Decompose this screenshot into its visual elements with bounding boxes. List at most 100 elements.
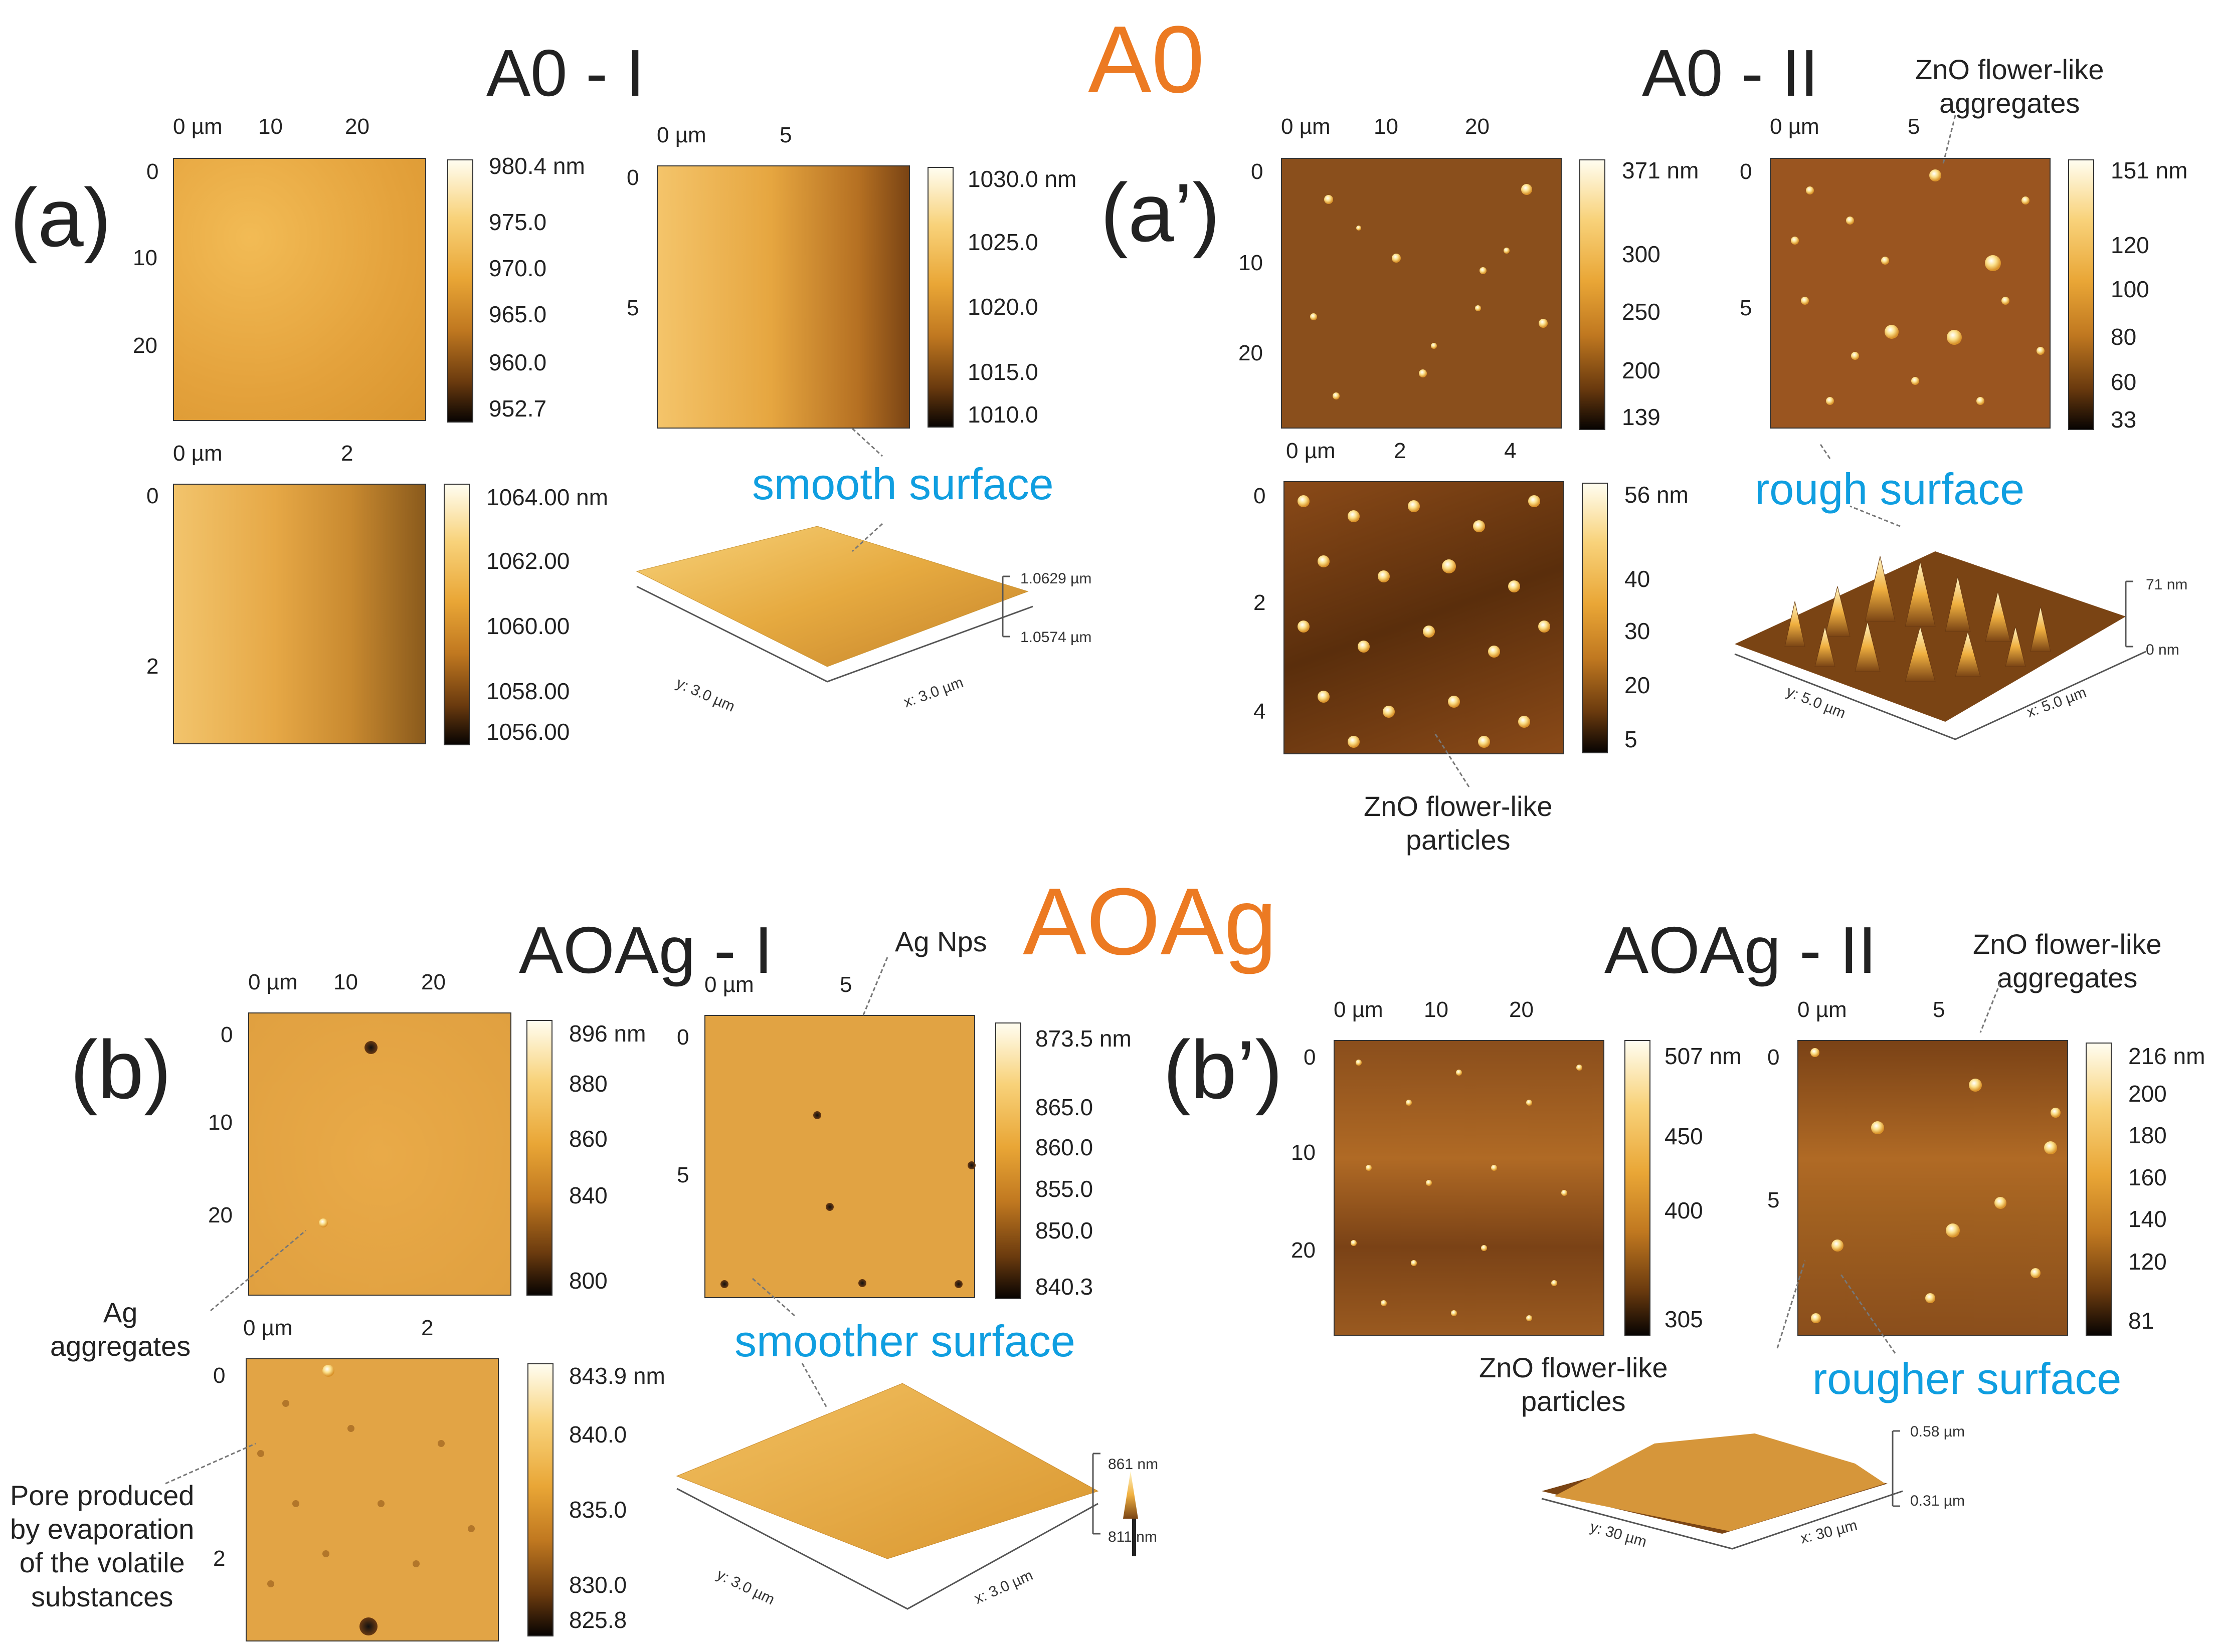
y-tick: 5 bbox=[1767, 1188, 1780, 1212]
z-axis-top: 1.0629 µm bbox=[1020, 570, 1092, 587]
colorbar bbox=[928, 167, 954, 428]
panel-label-a-prime: (a’) bbox=[1100, 166, 1220, 259]
y-tick: 20 bbox=[133, 333, 157, 358]
colorbar-tick: 975.0 bbox=[489, 209, 547, 235]
pores bbox=[257, 1400, 475, 1587]
colorbar-tick: 960.0 bbox=[489, 349, 547, 375]
z-axis-top: 0.58 µm bbox=[1910, 1423, 1965, 1440]
afm-map-a0ag-ii-large bbox=[1334, 1040, 1604, 1336]
y-tick: 0 bbox=[627, 165, 639, 190]
title-a0ag-ii: AOAg - II bbox=[1604, 913, 1877, 987]
colorbar-tick: 120 bbox=[2128, 1249, 2167, 1275]
annotation-smooth-surface: smooth surface bbox=[752, 459, 1054, 509]
afm-map-a0-i-small bbox=[173, 484, 426, 744]
colorbar bbox=[1579, 159, 1605, 430]
colorbar-tick: 970.0 bbox=[489, 255, 547, 281]
particles bbox=[1298, 495, 1550, 748]
colorbar-tick: 250 bbox=[1622, 299, 1660, 325]
y-tick: 5 bbox=[677, 1163, 689, 1187]
x-tick: 5 bbox=[1933, 997, 1945, 1022]
colorbar-tick: 507 nm bbox=[1665, 1043, 1742, 1069]
colorbar-tick: 825.8 bbox=[569, 1607, 627, 1633]
x-tick: 10 bbox=[333, 970, 358, 994]
colorbar-tick: 1060.00 bbox=[486, 613, 570, 639]
colorbar-tick: 896 nm bbox=[569, 1020, 646, 1047]
y-tick: 0 bbox=[213, 1363, 226, 1388]
y-tick: 10 bbox=[1291, 1140, 1316, 1165]
colorbar-tick: 840.0 bbox=[569, 1421, 627, 1448]
x-tick: 2 bbox=[421, 1316, 434, 1340]
annotation-ag-nps: Ag Nps bbox=[895, 926, 987, 957]
colorbar-tick: 860 bbox=[569, 1126, 608, 1152]
colorbar-tick: 855.0 bbox=[1035, 1176, 1093, 1202]
afm-map-a0ag-i-medium bbox=[704, 1015, 975, 1298]
y-tick: 0 bbox=[1304, 1045, 1316, 1070]
colorbar bbox=[2068, 159, 2094, 430]
colorbar-tick: 800 bbox=[569, 1268, 608, 1294]
y-tick: 2 bbox=[1253, 590, 1266, 615]
y-tick: 0 bbox=[1251, 159, 1263, 184]
y-tick: 20 bbox=[1291, 1238, 1316, 1263]
colorbar bbox=[526, 1020, 552, 1296]
colorbar-tick: 200 bbox=[2128, 1081, 2167, 1107]
surface-spikes bbox=[1784, 556, 2051, 682]
colorbar-tick: 965.0 bbox=[489, 301, 547, 327]
title-a0-ii: A0 - II bbox=[1642, 36, 1819, 110]
colorbar-tick: 1010.0 bbox=[968, 401, 1038, 428]
colorbar-tick: 840 bbox=[569, 1182, 608, 1208]
afm-3d-a0-ii bbox=[1734, 551, 2146, 740]
particles bbox=[1791, 169, 2045, 405]
x-tick: 0 µm bbox=[173, 114, 223, 139]
x-tick: 10 bbox=[1424, 997, 1448, 1022]
colorbar-tick: 450 bbox=[1665, 1123, 1703, 1149]
colorbar-tick: 371 nm bbox=[1622, 157, 1699, 183]
x-tick: 20 bbox=[421, 970, 446, 994]
colorbar-tick: 1062.00 bbox=[486, 548, 570, 574]
colorbar-tick: 952.7 bbox=[489, 395, 547, 422]
afm-map-a0ag-i-large bbox=[248, 1012, 511, 1296]
colorbar bbox=[527, 1363, 554, 1636]
annotation-zno-aggregates: ZnO flower-like aggregates bbox=[1973, 928, 2162, 994]
afm-map-a0-i-large bbox=[173, 158, 426, 421]
y-tick: 0 bbox=[1253, 484, 1266, 508]
afm-3d-a0ag-i bbox=[676, 1383, 1100, 1610]
colorbar-tick: 30 bbox=[1624, 618, 1650, 644]
x-tick: 5 bbox=[840, 972, 852, 997]
colorbar-tick: 81 bbox=[2128, 1308, 2154, 1334]
colorbar bbox=[1582, 483, 1608, 753]
colorbar bbox=[1624, 1040, 1650, 1336]
colorbar-tick: 873.5 nm bbox=[1035, 1025, 1132, 1052]
colorbar-tick: 20 bbox=[1624, 672, 1650, 698]
colorbar-tick: 1056.00 bbox=[486, 719, 570, 745]
y-tick: 2 bbox=[146, 654, 159, 679]
x-tick: 20 bbox=[1465, 114, 1490, 139]
colorbar bbox=[444, 484, 470, 745]
colorbar-tick: 33 bbox=[2111, 406, 2137, 433]
x-tick: 0 µm bbox=[1797, 997, 1847, 1022]
colorbar-tick: 139 bbox=[1622, 404, 1660, 430]
pits bbox=[720, 1111, 976, 1288]
y-tick: 0 bbox=[146, 159, 159, 184]
particle bbox=[319, 1218, 328, 1227]
colorbar-tick: 300 bbox=[1622, 241, 1660, 267]
y-tick: 5 bbox=[627, 296, 639, 320]
x-tick: 0 µm bbox=[173, 441, 223, 466]
colorbar-tick: 1030.0 nm bbox=[968, 166, 1077, 192]
colorbar-tick: 1015.0 bbox=[968, 359, 1038, 385]
annotation-rough-surface: rough surface bbox=[1755, 464, 2025, 514]
afm-map-a0-ii-small bbox=[1283, 481, 1564, 754]
afm-3d-a0-i bbox=[636, 526, 1033, 683]
z-axis-bottom: 0.31 µm bbox=[1910, 1493, 1965, 1509]
particles bbox=[1810, 1048, 2061, 1323]
z-axis-bottom: 1.0574 µm bbox=[1020, 629, 1092, 646]
colorbar-tick: 305 bbox=[1665, 1306, 1703, 1332]
colorbar-tick: 56 nm bbox=[1624, 482, 1689, 508]
colorbar-tick: 880 bbox=[569, 1071, 608, 1097]
annotation-pore: Pore produced by evaporation of the vola… bbox=[10, 1480, 195, 1612]
colorbar-tick: 120 bbox=[2111, 232, 2149, 258]
y-tick: 2 bbox=[213, 1546, 226, 1571]
colorbar bbox=[995, 1022, 1021, 1299]
panel-label-b: (b) bbox=[70, 1023, 171, 1116]
arrows bbox=[165, 115, 2001, 1485]
